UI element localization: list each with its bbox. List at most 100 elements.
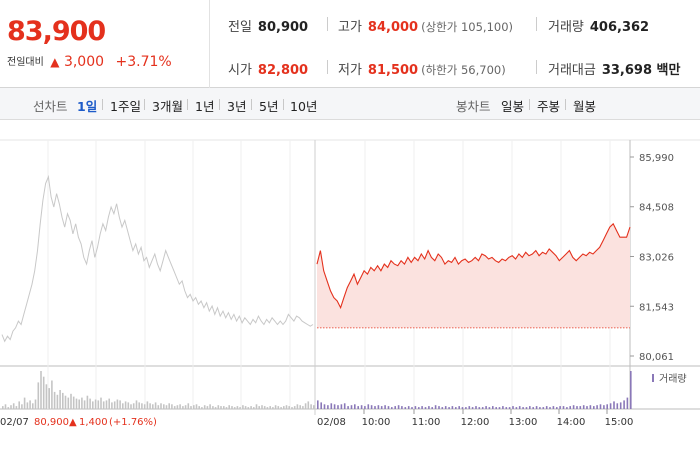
volume-bar xyxy=(492,406,494,409)
y-tick-label: 83,026 xyxy=(639,252,674,263)
volume-bar xyxy=(582,405,585,409)
volume-bar xyxy=(116,399,119,409)
volume-bar xyxy=(596,405,598,409)
up-arrow-icon: ▲ xyxy=(50,55,60,69)
volume-bar xyxy=(364,406,366,409)
volume-bar xyxy=(171,404,173,410)
volume-bar xyxy=(455,407,457,409)
volume-bar xyxy=(149,403,151,409)
volume-bar xyxy=(255,404,258,410)
volume-bar xyxy=(545,406,548,409)
volume-bar xyxy=(4,404,7,410)
stat-value: 81,500 xyxy=(367,63,419,78)
volume-bar xyxy=(370,405,373,409)
volume-bar xyxy=(34,399,37,409)
volume-bar xyxy=(397,405,400,409)
volume-bar xyxy=(431,407,433,409)
volume-bar xyxy=(187,403,190,409)
stat-value: 33,698 백만 xyxy=(601,63,681,78)
volume-bar xyxy=(320,402,322,409)
volume-bar xyxy=(195,404,198,410)
volume-bar xyxy=(374,406,376,409)
stat-label: 거래량 xyxy=(548,20,584,35)
range-1d-button[interactable]: 1일 xyxy=(77,99,98,114)
volume-bar xyxy=(401,406,403,409)
range-3y-button[interactable]: 3년 xyxy=(227,99,247,114)
stat-value: 406,362 xyxy=(589,20,650,35)
stat-value: 80,900 xyxy=(257,20,309,35)
divider xyxy=(327,17,328,31)
volume-bar xyxy=(236,406,239,409)
candle-chart-label: 봉차트 xyxy=(456,99,491,114)
range-3m-button[interactable]: 3개월 xyxy=(152,99,183,114)
volume-bar xyxy=(100,397,102,409)
volume-bar xyxy=(163,404,165,410)
volume-bar xyxy=(586,406,588,409)
y-axis: 85,990 84,508 83,026 81,543 80,061 xyxy=(630,153,674,363)
volume-bar xyxy=(508,407,511,409)
stat-high: 고가 84,000 (상한가 105,100) xyxy=(338,16,513,35)
volume-bar xyxy=(529,406,531,409)
volume-bar xyxy=(296,404,299,410)
range-5y-button[interactable]: 5년 xyxy=(259,99,279,114)
volume-bar xyxy=(542,407,545,409)
volume-bar xyxy=(619,402,622,409)
volume-bar xyxy=(247,407,250,409)
volume-bar xyxy=(26,402,29,409)
volume-bar xyxy=(428,406,430,409)
x-tick-label: 13:00 xyxy=(509,417,538,428)
volume-bar xyxy=(394,406,396,409)
volume-bar xyxy=(29,400,31,409)
stat-open: 시가 82,800 xyxy=(228,59,308,78)
volume-bar xyxy=(532,407,534,409)
y-tick-label: 84,508 xyxy=(639,203,674,214)
volume-bar xyxy=(67,397,70,409)
volume-bar xyxy=(562,406,565,409)
range-1y-button[interactable]: 1년 xyxy=(195,99,215,114)
price-chart: 85,990 84,508 83,026 81,543 80,061 02/07 80,… xyxy=(0,139,700,428)
volume-bar xyxy=(603,405,605,409)
volume-bar xyxy=(313,405,315,409)
stat-sub: (상한가 105,100) xyxy=(421,20,514,34)
x-tick-label: 14:00 xyxy=(557,417,586,428)
volume-bar xyxy=(623,400,625,409)
volume-bar xyxy=(157,405,160,409)
volume-bar xyxy=(102,401,105,409)
volume-bar xyxy=(404,407,407,409)
volume-bar xyxy=(62,392,64,409)
volume-bar xyxy=(347,406,349,409)
volume-bar xyxy=(23,397,26,409)
volume-bar xyxy=(304,403,307,409)
volume-bar xyxy=(283,406,285,409)
divider xyxy=(219,99,220,110)
volume-legend-swatch xyxy=(652,374,654,382)
volume-bar xyxy=(317,400,319,409)
weekly-candle-button[interactable]: 주봉 xyxy=(537,99,561,114)
volume-bars xyxy=(2,371,654,410)
volume-bar xyxy=(165,405,168,409)
volume-bar xyxy=(539,407,541,409)
stat-label: 고가 xyxy=(338,20,362,35)
prev-day-line xyxy=(1,174,314,343)
daily-candle-button[interactable]: 일봉 xyxy=(501,99,525,114)
volume-bar xyxy=(269,406,271,409)
volume-bar xyxy=(152,404,154,410)
volume-bar xyxy=(122,403,124,409)
volume-bar xyxy=(488,407,491,409)
range-1w-button[interactable]: 1주일 xyxy=(110,99,141,114)
volume-bar xyxy=(193,405,195,409)
volume-bar xyxy=(64,395,67,409)
range-10y-button[interactable]: 10년 xyxy=(290,99,318,114)
volume-bar xyxy=(525,407,528,409)
volume-bar xyxy=(70,393,72,409)
divider xyxy=(283,99,284,110)
volume-bar xyxy=(579,406,582,409)
volume-bar xyxy=(10,405,12,409)
volume-bar xyxy=(127,402,130,409)
volume-bar xyxy=(217,405,220,409)
price-summary: 83,900 전일대비 ▲ 3,000 +3.71% xyxy=(0,0,210,88)
monthly-candle-button[interactable]: 월봉 xyxy=(573,99,597,114)
volume-bar xyxy=(418,407,420,409)
volume-bar xyxy=(465,407,467,409)
volume-bar xyxy=(609,403,612,409)
